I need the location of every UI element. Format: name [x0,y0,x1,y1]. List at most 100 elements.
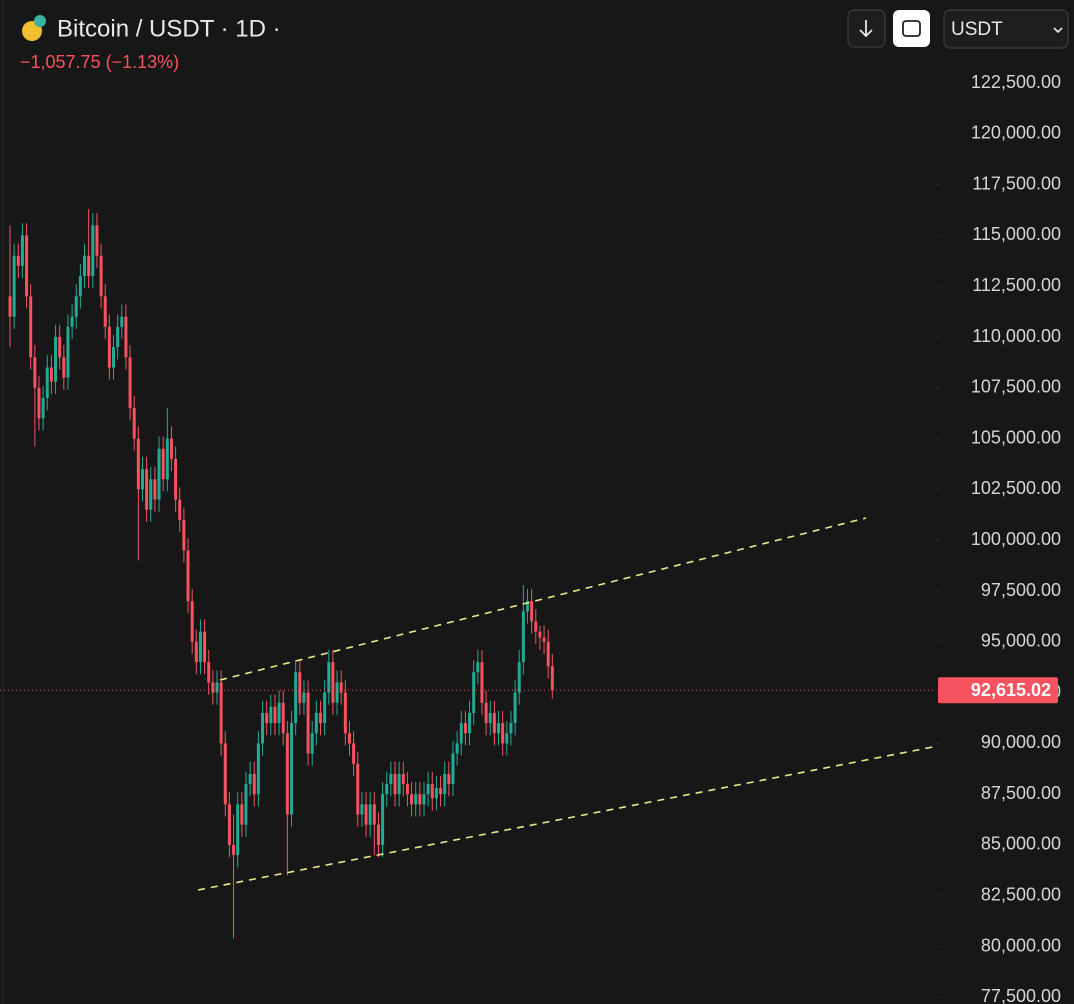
candle-body [368,804,372,825]
currency-label: USDT [951,19,1003,40]
candle-body [103,296,107,327]
candle-body [91,225,95,277]
candle-body [182,519,186,551]
candle-body [385,784,389,795]
candle-body [78,276,82,297]
candle-body [414,794,418,805]
candle-body [443,773,447,795]
candle-body [310,733,314,754]
candle-body [74,296,78,317]
y-tick-label: 115,000.00 [972,224,1061,244]
candle-body [240,804,244,825]
candle-body [174,458,178,500]
candle-body [492,712,496,734]
candle-body [248,773,252,785]
candle-body [439,788,443,795]
candle-body [513,692,517,724]
symbol-title: Bitcoin / USDT · 1D · [57,15,281,42]
y-tick-label: 95,000.00 [981,631,1061,651]
candle-body [501,723,505,744]
candle-body [480,662,484,703]
currency-select[interactable] [943,9,1069,49]
candle-body [550,666,554,691]
candle-body [112,347,115,368]
candle-body [269,706,273,724]
candle-body [521,611,525,663]
candle-body [505,733,509,744]
candle-body [83,255,87,277]
candle-body [37,387,41,419]
y-tick-label: 87,500.00 [981,783,1061,803]
candle-body [261,712,265,744]
candle-body [128,357,132,409]
y-tick-label: 100,000.00 [971,529,1061,549]
candle-body [426,784,430,795]
candle-body [215,682,219,693]
candle-body [190,601,194,642]
candle-body [517,662,521,693]
trend-lines [197,517,939,891]
candle-body [236,804,240,856]
toggle-button[interactable] [893,10,930,47]
y-tick-label: 97,500.00 [981,580,1061,600]
candle-body [219,682,223,744]
candle-body [95,225,99,256]
last-price-box [938,677,1058,704]
candle-body [530,601,534,622]
candle-body [252,773,256,795]
candle-body [285,733,289,815]
last-price-label: 92,615.02 [971,680,1051,700]
candle-body [476,662,480,673]
candle-body [389,773,393,785]
candle-body [116,326,120,348]
candle-body [33,357,37,388]
candle-body [393,773,397,795]
candle-body [186,550,190,602]
candle-body [145,469,149,510]
candle-body [70,316,74,327]
candle-body [472,672,476,713]
y-tick-label: 107,500.00 [971,377,1061,397]
candle-body [169,438,173,459]
candle-body [451,753,455,785]
select-caret [1053,27,1063,34]
candle-body [484,702,488,724]
candle-body [463,723,467,734]
candle-body [468,712,472,734]
candle-body [509,723,513,734]
candle-body [87,255,91,277]
candle-body [360,804,364,815]
candle-body [157,448,161,500]
candle-body [223,743,227,805]
candle-body [455,743,459,754]
y-tick-label: 90,000.00 [981,732,1061,752]
candle-body [211,682,215,693]
candle-body [352,743,356,764]
candle-body [203,631,207,663]
toggle-icon [902,20,921,37]
candle-body [306,692,310,754]
y-tick-label: 85,000.00 [981,834,1061,854]
candle-body [347,733,351,744]
candle-body [54,337,58,382]
candle-body [405,784,409,795]
candle-body [12,255,16,317]
candle-body [356,763,360,815]
candle-body [422,794,426,805]
candle-body [376,824,380,845]
candle-body [20,235,24,266]
candle-body [207,662,211,683]
candle-body [434,788,438,799]
candle-body [459,723,463,744]
candle-body [99,255,103,297]
candle-body [335,682,339,703]
candle-body [29,296,33,358]
candle-body [497,723,501,734]
candle-body [227,804,231,845]
candle-body [294,672,298,724]
candle-body [244,784,248,825]
candle-body [302,692,306,703]
candle-body [132,408,136,439]
